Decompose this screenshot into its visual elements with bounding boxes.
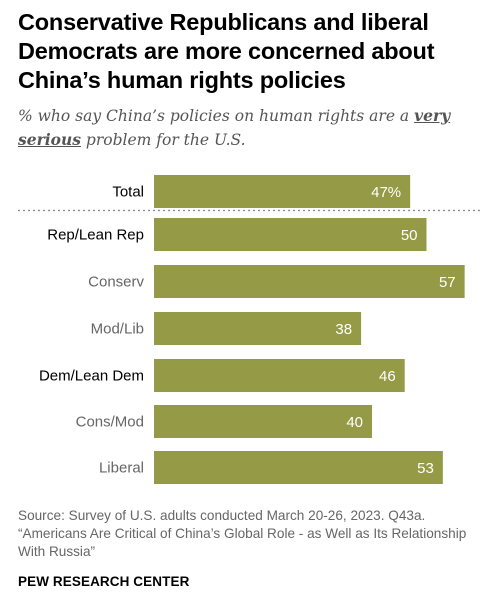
category-label-dem-lean-dem: Dem/Lean Dem <box>39 368 144 385</box>
bar-chart: Total 47% Rep/Lean Rep 50 Conserv 57 Mod/Lib 38… <box>18 175 483 484</box>
category-label-conserv: Conserv <box>88 274 144 291</box>
bar-liberal <box>154 451 443 484</box>
bar-conserv <box>154 265 465 298</box>
category-label-total: Total <box>112 184 144 201</box>
chart-title: Conservative Republicans and liberal Dem… <box>18 9 435 93</box>
subtitle-text-end: problem for the U.S. <box>80 131 246 149</box>
value-label-total: 47% <box>371 184 401 201</box>
value-label-dem-lean-dem: 46 <box>379 368 396 385</box>
subtitle-emphasis: very serious <box>18 106 451 149</box>
bar-cons-mod <box>154 405 372 438</box>
chart-subtitle: % who say China’s policies on human righ… <box>18 104 488 152</box>
bar-dem-lean-dem <box>154 359 405 392</box>
subtitle-text-start: % who say China’s policies on human righ… <box>18 107 415 125</box>
value-label-rep-lean-rep: 50 <box>401 227 418 244</box>
value-label-cons-mod: 40 <box>346 414 363 431</box>
bar-rep-lean-rep <box>154 218 427 251</box>
value-label-mod-lib: 38 <box>335 321 352 338</box>
category-label-mod-lib: Mod/Lib <box>91 321 144 338</box>
category-label-liberal: Liberal <box>99 460 144 477</box>
category-label-rep-lean-rep: Rep/Lean Rep <box>47 227 144 244</box>
source-note: Source: Survey of U.S. adults conducted … <box>18 508 467 559</box>
brand-logo-text: PEW RESEARCH CENTER <box>18 574 190 589</box>
bar-total <box>154 175 411 208</box>
bar-mod-lib <box>154 312 362 345</box>
value-label-conserv: 57 <box>439 274 456 291</box>
category-label-cons-mod: Cons/Mod <box>76 414 144 431</box>
value-label-liberal: 53 <box>417 460 434 477</box>
